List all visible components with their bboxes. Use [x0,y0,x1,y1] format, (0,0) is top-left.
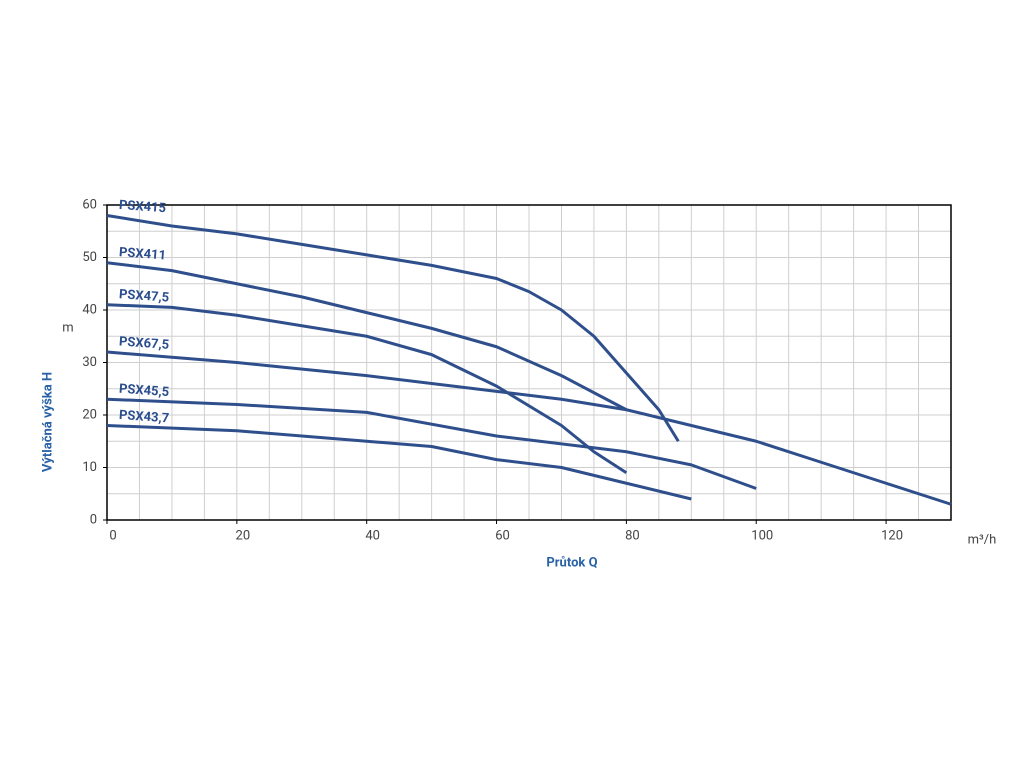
series-label: PSX411 [118,245,166,263]
x-tick-label: 20 [236,528,251,543]
y-axis-title: Výtlačná výška H [40,372,55,472]
x-tick-label: 0 [109,528,116,543]
y-tick-label: 60 [82,197,97,212]
curve [106,397,757,490]
y-tick-label: 10 [82,460,97,475]
curve [106,261,628,412]
x-axis-title: Průtok Q [546,555,597,570]
y-tick-label: 50 [82,250,97,265]
y-tick-label: 30 [82,355,97,370]
series-label: PSX415 [118,198,166,216]
x-tick-label: 40 [365,528,380,543]
curve [106,424,692,501]
x-tick-label: 100 [751,528,773,543]
series-label: PSX43,7 [118,408,169,426]
x-tick-label: 60 [495,528,510,543]
plot-frame [106,204,952,521]
series-label: PSX47,5 [118,287,169,305]
series-label: PSX45,5 [118,382,169,400]
curve [106,350,952,506]
series-label: PSX67,5 [118,334,169,352]
curve [106,303,628,475]
y-unit: m [62,320,73,335]
y-tick-label: 0 [90,512,97,527]
y-tick-label: 40 [82,302,97,317]
curve [106,214,680,443]
y-tick-label: 20 [82,407,97,422]
x-unit: m³/h [968,532,997,547]
x-tick-label: 80 [625,528,640,543]
x-tick-label: 120 [881,528,903,543]
